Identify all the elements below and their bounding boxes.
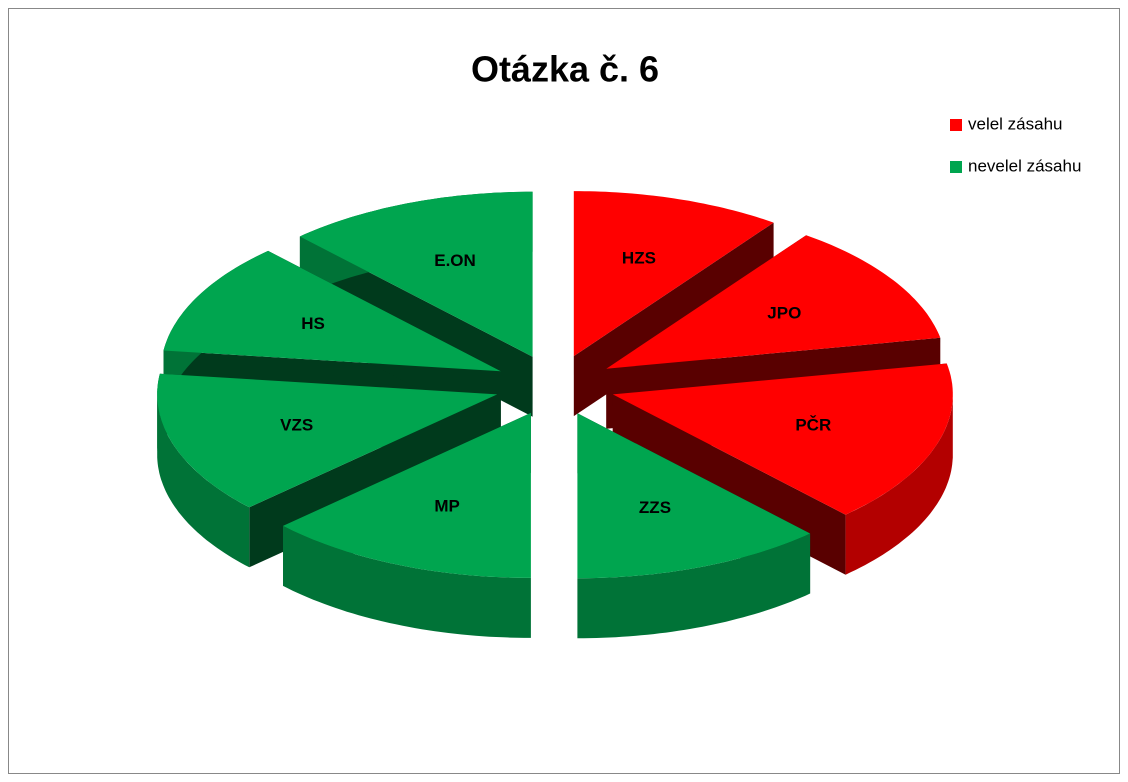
slice-wall <box>845 394 953 575</box>
slice-label: ZZS <box>639 498 671 517</box>
slice <box>157 373 498 508</box>
slice <box>573 191 774 357</box>
slice <box>163 250 501 372</box>
slice-label: VZS <box>280 415 313 434</box>
slice-label: HZS <box>622 248 656 267</box>
slice <box>606 235 941 369</box>
slice <box>283 412 531 578</box>
slice <box>577 413 811 579</box>
slice-wall <box>157 394 250 568</box>
slice-label: E.ON <box>434 251 476 270</box>
slice-label: PČR <box>795 415 831 434</box>
slice <box>612 363 953 515</box>
slice-label: JPO <box>767 303 801 322</box>
slice-label: MP <box>434 496 460 515</box>
legend-label: velel zásahu <box>968 114 1063 133</box>
slice <box>299 191 533 357</box>
slice-label: HS <box>301 314 325 333</box>
legend-swatch <box>950 119 962 131</box>
slice-wall <box>577 533 811 639</box>
legend-label: nevelel zásahu <box>968 156 1081 175</box>
chart-title: Otázka č. 6 <box>471 49 659 90</box>
legend-swatch <box>950 161 962 173</box>
slice-wall <box>283 525 531 638</box>
